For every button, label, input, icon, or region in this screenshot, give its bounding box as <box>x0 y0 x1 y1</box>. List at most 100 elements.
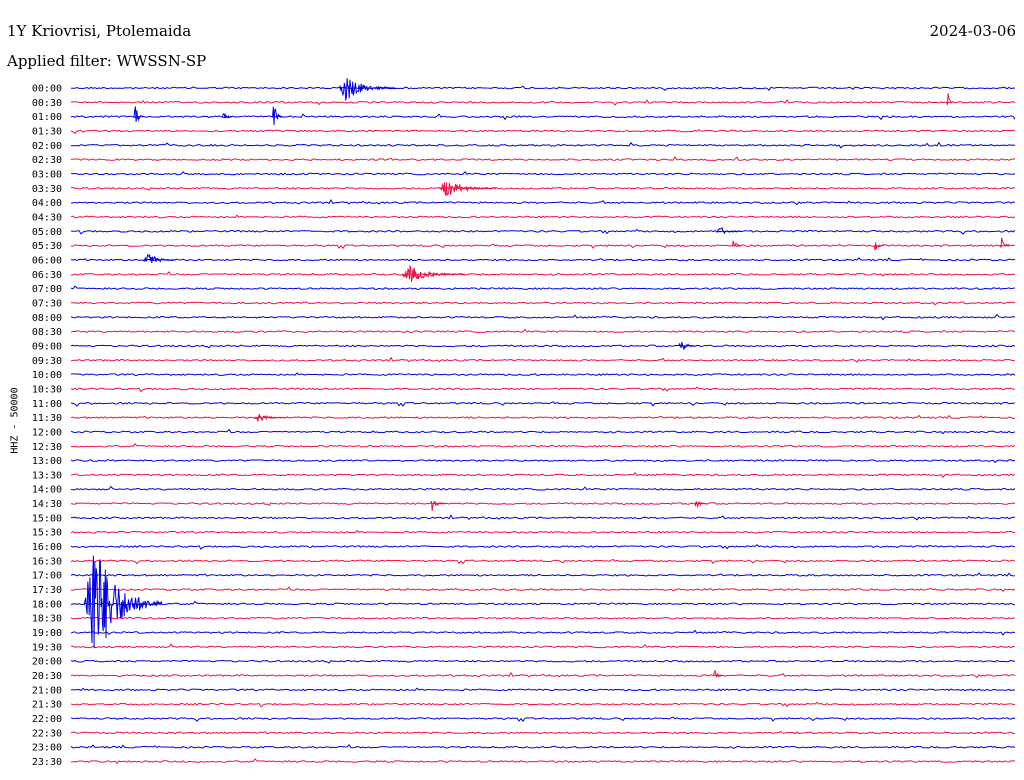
row-time-label: 05:00 <box>32 227 62 238</box>
row-time-label: 20:30 <box>32 671 62 682</box>
trace-row <box>70 485 1016 491</box>
row-time-label: 10:30 <box>32 384 62 395</box>
row-time-label: 08:30 <box>32 327 62 338</box>
seismic-event <box>221 112 232 119</box>
seismic-event <box>133 106 144 123</box>
row-time-label: 11:00 <box>32 399 62 410</box>
row-time-label: 11:30 <box>32 413 62 424</box>
row-time-label: 21:30 <box>32 700 62 711</box>
row-time-label: 04:00 <box>32 198 62 209</box>
trace-row <box>70 99 1016 106</box>
trace-row <box>70 529 1016 534</box>
row-time-label: 01:30 <box>32 126 62 137</box>
row-time-label: 00:00 <box>32 84 62 95</box>
trace-row <box>70 558 1016 565</box>
row-time-label: 09:30 <box>32 356 62 367</box>
row-time-label: 02:30 <box>32 155 62 166</box>
trace-row <box>70 257 1016 262</box>
seismic-event <box>732 240 742 247</box>
trace-row <box>70 285 1016 291</box>
trace-row <box>70 744 1016 749</box>
trace-row <box>70 171 1016 176</box>
trace-row <box>70 643 1016 649</box>
row-time-label: 21:00 <box>32 685 62 696</box>
row-time-label: 15:00 <box>32 513 62 524</box>
row-time-label: 22:30 <box>32 728 62 739</box>
row-time-label: 23:00 <box>32 743 62 754</box>
trace-row <box>70 129 1016 135</box>
trace-row <box>70 243 1016 250</box>
seismic-event <box>873 242 884 251</box>
row-time-label: 14:00 <box>32 485 62 496</box>
trace-row <box>70 156 1016 162</box>
row-time-label: 04:30 <box>32 212 62 223</box>
trace-row <box>70 113 1016 121</box>
trace-row <box>70 443 1016 448</box>
trace-row <box>70 586 1016 592</box>
seismic-event <box>142 253 176 264</box>
trace-row <box>70 671 1016 679</box>
seismic-event <box>401 264 465 282</box>
row-time-label: 13:00 <box>32 456 62 467</box>
row-time-label: 06:30 <box>32 270 62 281</box>
trace-row <box>70 414 1016 419</box>
seismic-event <box>999 237 1010 248</box>
trace-row <box>70 544 1016 550</box>
trace-row <box>70 85 1016 92</box>
seismic-event <box>253 414 286 422</box>
seismic-event <box>83 555 163 649</box>
row-time-label: 19:00 <box>32 628 62 639</box>
trace-row <box>70 629 1016 636</box>
seismic-event <box>272 106 282 125</box>
trace-row <box>70 731 1015 735</box>
seismic-event <box>716 227 742 235</box>
trace-row <box>70 572 1016 577</box>
trace-row <box>70 199 1016 206</box>
trace-row <box>70 228 1016 235</box>
trace-row <box>70 514 1016 521</box>
trace-row <box>70 214 1016 219</box>
seismic-event <box>338 78 396 101</box>
row-time-label: 18:30 <box>32 614 62 625</box>
trace-row <box>70 701 1016 708</box>
seismic-event <box>713 669 723 678</box>
trace-row <box>70 659 1016 664</box>
seismic-event <box>946 93 953 105</box>
row-time-label: 14:30 <box>32 499 62 510</box>
seismic-event <box>678 341 695 350</box>
station-title: 1Y Kriovrisi, Ptolemaida <box>7 22 192 40</box>
row-time-label: 03:30 <box>32 184 62 195</box>
trace-row <box>70 502 1016 507</box>
trace-row <box>70 471 1016 479</box>
seismic-event <box>694 500 707 508</box>
row-time-label: 09:00 <box>32 341 62 352</box>
row-time-label: 22:00 <box>32 714 62 725</box>
row-time-label: 17:00 <box>32 571 62 582</box>
trace-row <box>70 313 1016 321</box>
trace-row <box>70 186 1016 191</box>
row-time-label: 06:00 <box>32 255 62 266</box>
trace-row <box>70 344 1016 349</box>
row-time-label: 16:00 <box>32 542 62 553</box>
trace-row <box>70 459 1016 464</box>
trace-row <box>70 386 1016 393</box>
trace-row <box>70 301 1016 306</box>
row-time-label: 17:30 <box>32 585 62 596</box>
trace-row <box>71 271 1016 277</box>
row-time-label: 15:30 <box>32 528 62 539</box>
seismic-event <box>429 500 446 511</box>
trace-row <box>70 141 1016 149</box>
row-time-label: 02:00 <box>32 141 62 152</box>
trace-row <box>70 758 1016 764</box>
trace-row <box>70 716 1016 723</box>
row-time-label: 23:30 <box>32 757 62 768</box>
row-time-label: 03:00 <box>32 169 62 180</box>
row-time-label: 00:30 <box>32 98 62 109</box>
trace-row <box>70 616 1016 620</box>
row-time-label: 10:00 <box>32 370 62 381</box>
trace-row <box>70 600 1016 606</box>
trace-row <box>70 372 1016 376</box>
row-time-label: 13:30 <box>32 470 62 481</box>
